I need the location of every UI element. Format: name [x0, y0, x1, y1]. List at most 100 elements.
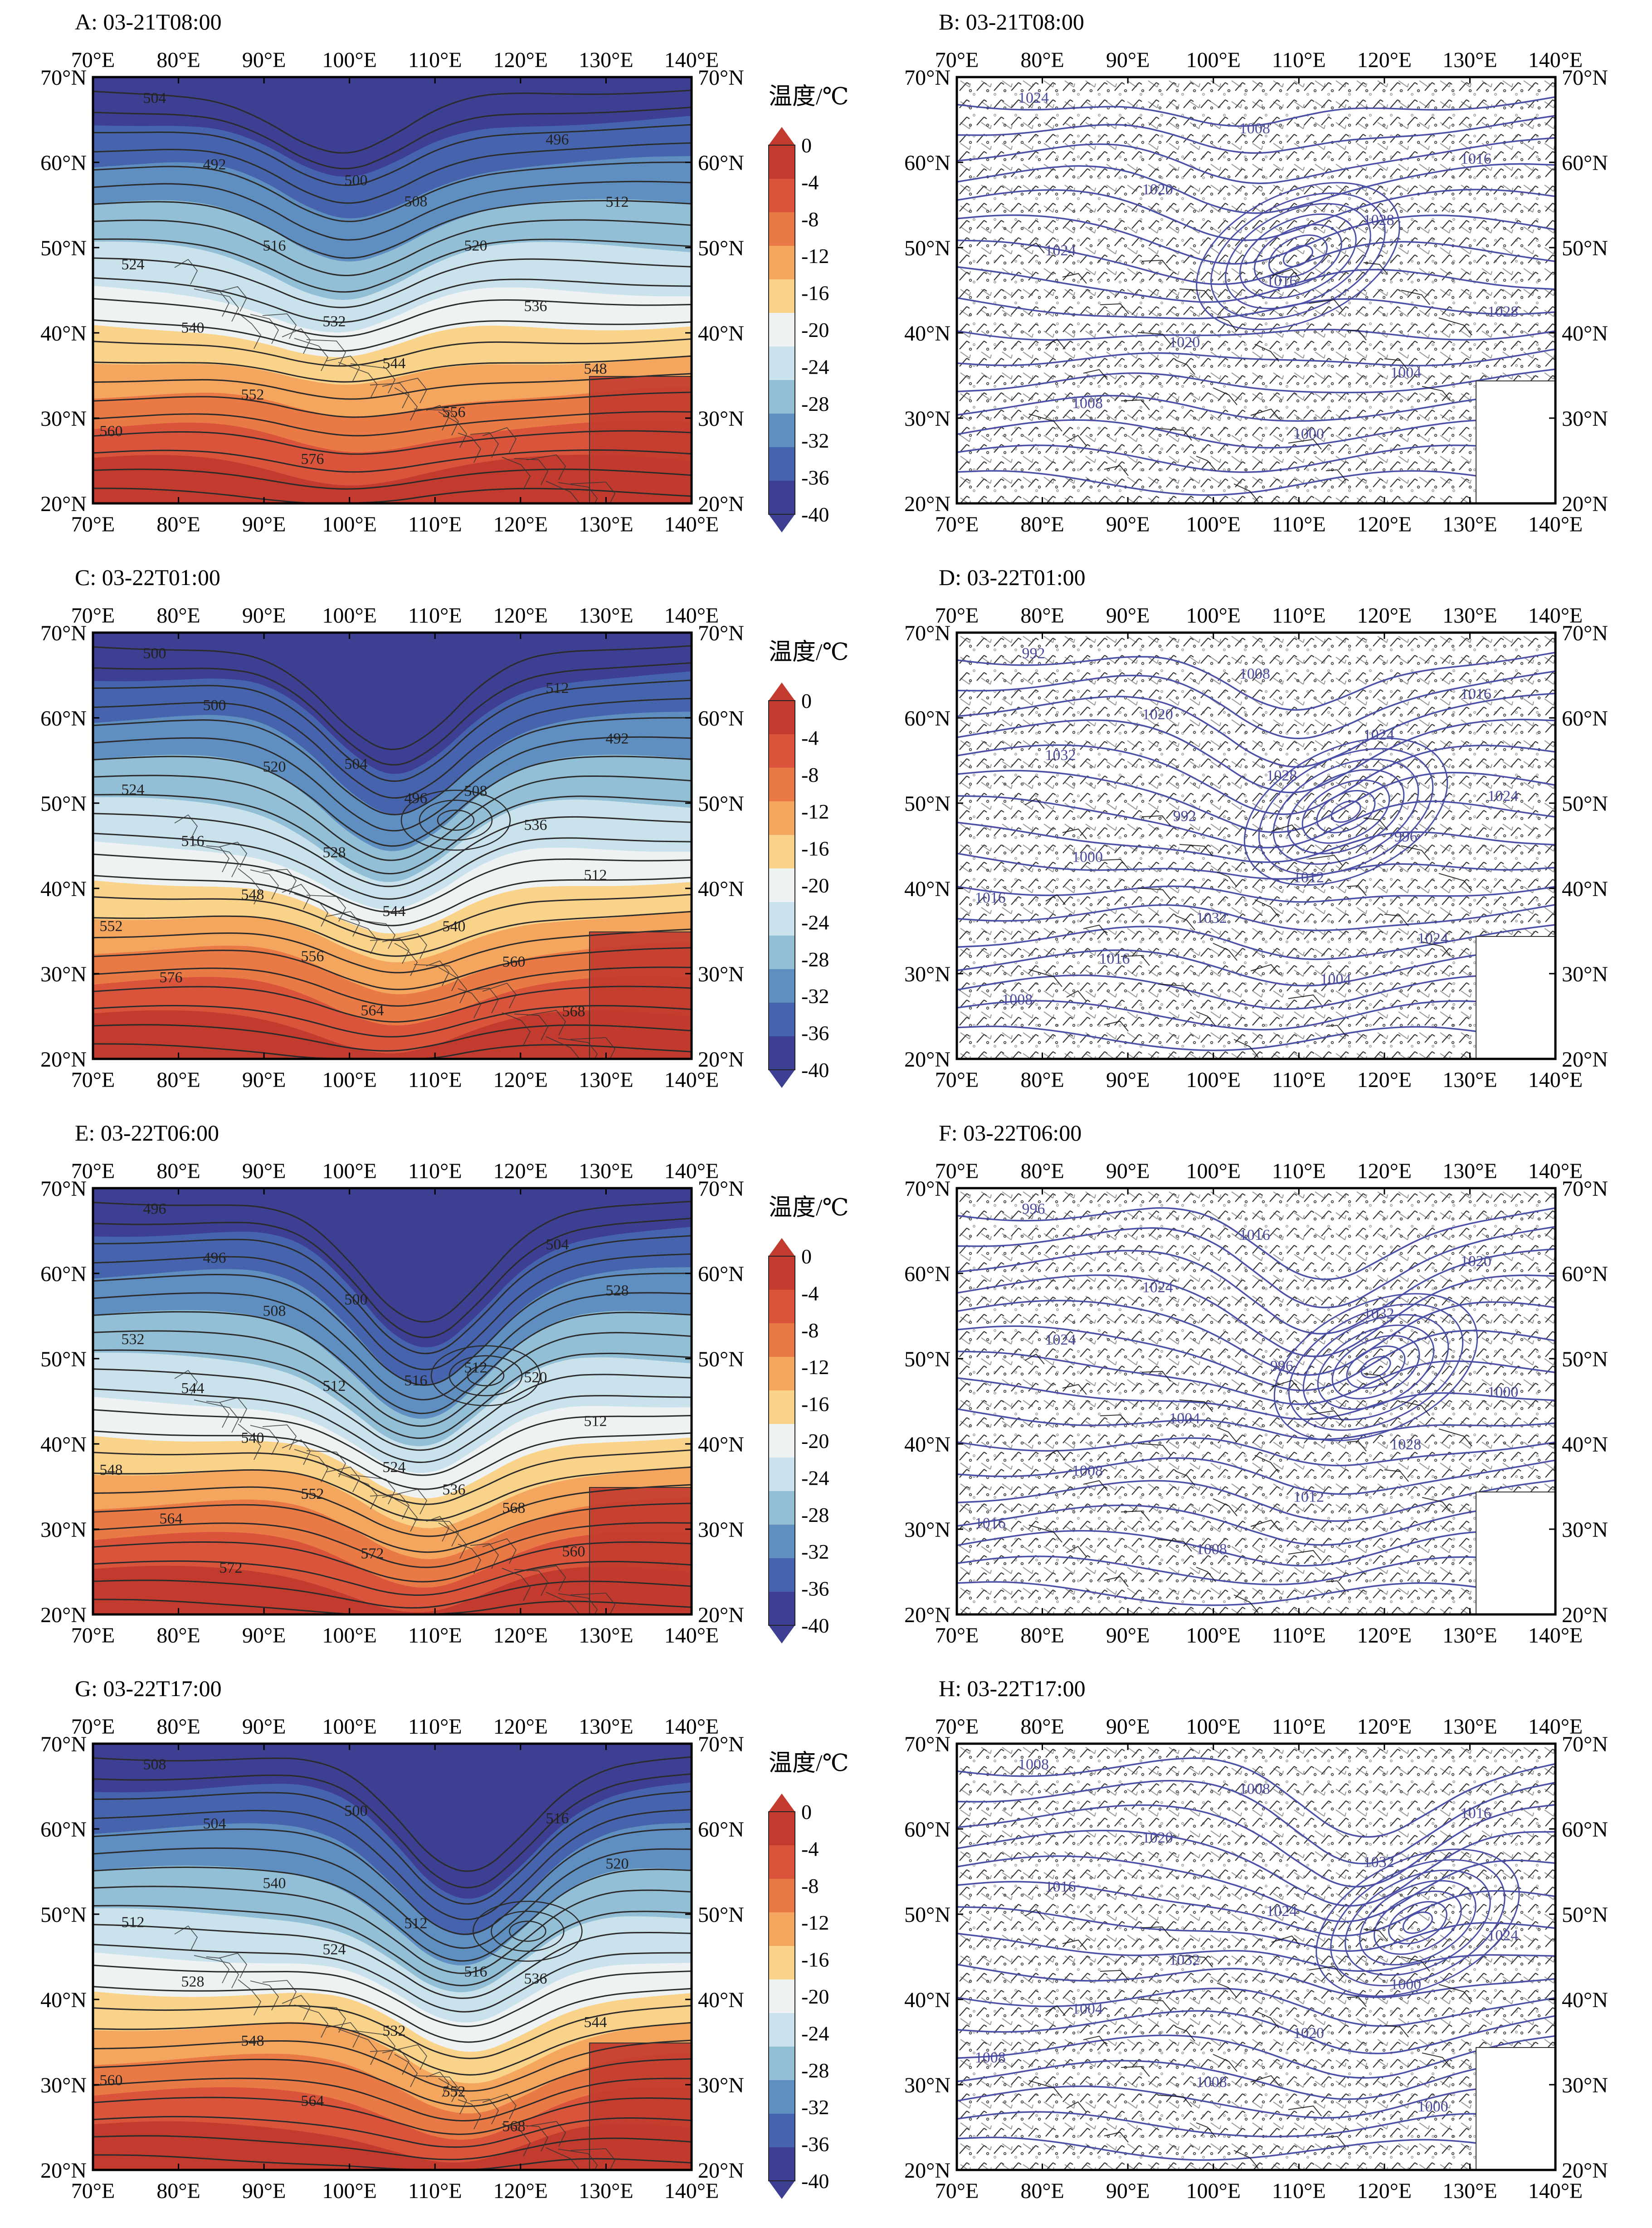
- cutoff-low-contour: [430, 1345, 541, 1406]
- lon-label-bottom: 120°E: [1357, 512, 1412, 536]
- contour-label-text: 496: [143, 1200, 166, 1217]
- isobar: [957, 1408, 1555, 1440]
- isobar-label: 1020: [1169, 334, 1200, 351]
- contour-label-text: 544: [181, 1380, 205, 1397]
- colorbar-label: -32: [801, 985, 829, 1008]
- contour-label: 540: [241, 1430, 264, 1447]
- height-contour: [93, 1311, 692, 1414]
- contour-label-text: 552: [301, 1486, 324, 1502]
- inset-frame: [589, 376, 692, 503]
- isobar-label: 1008: [1018, 1756, 1049, 1773]
- contour-label: 516: [404, 1372, 428, 1389]
- contour-label: 496: [404, 790, 428, 807]
- lat-label-left: 20°N: [40, 1048, 87, 1072]
- contour-label-text: 500: [143, 645, 166, 662]
- isobar-label: 1016: [975, 889, 1006, 906]
- colorbar-label: -4: [801, 1837, 819, 1860]
- height-contour: [93, 1580, 692, 1609]
- lat-label-left: 40°N: [904, 1433, 950, 1457]
- colorbar-segment: [769, 279, 795, 313]
- isobar-label: 1032: [1169, 1952, 1200, 1969]
- colorbar-segment: [769, 346, 795, 380]
- isobar: [957, 853, 1555, 880]
- lon-label-top: 90°E: [242, 48, 286, 72]
- contour-label-text: 516: [263, 237, 286, 254]
- colorbar-segment: [769, 2013, 795, 2047]
- lon-label-bottom: 80°E: [156, 1623, 200, 1648]
- colorbar-label: 0: [801, 1800, 812, 1823]
- lon-label-bottom: 140°E: [664, 2179, 719, 2203]
- map-area: 496 500 504 496 516 528 508 512 532 512 520 544 524 5…: [93, 1188, 692, 1614]
- map-area: 1008 1008 1016 1020 1032 1016 1024 1024 1032 1000…: [957, 1744, 1555, 2170]
- province-borders: [174, 1370, 616, 1614]
- isobar: [957, 1906, 1555, 1952]
- isobar: [957, 718, 1555, 794]
- warm-sea-area: [590, 932, 692, 1059]
- contour-label-text: 576: [301, 451, 324, 468]
- height-contour: [93, 833, 692, 900]
- lat-label-left: 40°N: [904, 877, 950, 901]
- lon-label-top: 70°E: [71, 1715, 115, 1739]
- height-contour: [93, 813, 692, 887]
- contour-label: 540: [263, 1875, 286, 1892]
- map-frame: [955, 76, 1557, 505]
- map-panel-C: C: 03-22T01:00 500 504 512 500 496 492 520 508 52…: [40, 565, 848, 1092]
- isobar: [957, 795, 1555, 848]
- height-contour: [93, 319, 692, 352]
- height-contour: [93, 257, 692, 308]
- temperature-colorbar: 温度/℃ 0 -4 -8 -12 -16 -20 -24 -28 -32 -36 -40: [768, 639, 849, 1088]
- height-contour: [93, 161, 692, 222]
- isobar: [957, 1530, 1555, 1567]
- lon-label-top: 110°E: [1272, 48, 1326, 72]
- lon-label-bottom: 80°E: [1020, 1068, 1064, 1092]
- lat-label-left: 20°N: [904, 1603, 950, 1627]
- contour-label-text: 512: [584, 1413, 607, 1429]
- contour-label: 548: [241, 886, 264, 903]
- height-contour: [93, 985, 692, 1023]
- lon-label-top: 130°E: [579, 1715, 634, 1739]
- colorbar-label: -28: [801, 1503, 829, 1526]
- height-contour: [93, 966, 692, 1007]
- contour-label: 512: [404, 1915, 428, 1932]
- pressure-center-isobar: [1287, 769, 1405, 854]
- height-contour: [93, 298, 692, 337]
- isobar: [957, 163, 1555, 214]
- pressure-center-isobar: [1331, 1335, 1420, 1399]
- lon-label-bottom: 120°E: [493, 1068, 548, 1092]
- height-contour: [93, 124, 692, 186]
- colorbar-title: 温度/℃: [769, 84, 849, 110]
- height-contour: [93, 662, 692, 766]
- map-panel-E: E: 03-22T06:00 496 500 504 496 516 528 508 512 53…: [40, 1120, 848, 1648]
- lon-label-top: 130°E: [1442, 1159, 1497, 1183]
- height-contour: [93, 1466, 692, 1521]
- contour-label: 504: [143, 90, 166, 107]
- isobar-label: 1032: [1364, 1305, 1394, 1322]
- height-contour: [93, 679, 692, 782]
- contour-label-text: 552: [100, 918, 123, 935]
- height-contour: [93, 1522, 692, 1568]
- lon-label-bottom: 110°E: [1272, 512, 1326, 536]
- isobar: [957, 1779, 1555, 1865]
- isobar-label: 1020: [1142, 1829, 1173, 1846]
- coastline-borders: [1024, 242, 1472, 502]
- height-contour: [93, 947, 692, 990]
- height-contour: [93, 373, 692, 400]
- lon-label-bottom: 120°E: [493, 1623, 548, 1648]
- isobar-label: 1008: [1239, 665, 1270, 682]
- isobar: [957, 1457, 1555, 1495]
- map-panel-F: F: 03-22T06:0099610161020102410321024996…: [904, 1120, 1608, 1648]
- height-contour: [93, 2058, 692, 2107]
- contour-label: 508: [464, 783, 487, 800]
- map-frame: [92, 1742, 693, 2171]
- pressure-center-isobar: [1402, 1911, 1433, 1934]
- isobar-label: 1032: [1045, 747, 1076, 764]
- lat-label-right: 70°N: [1562, 621, 1608, 645]
- lat-label-left: 50°N: [904, 236, 950, 260]
- pressure-center-isobar: [1330, 800, 1361, 823]
- lat-label-left: 70°N: [40, 1732, 87, 1756]
- lon-label-bottom: 80°E: [1020, 1623, 1064, 1648]
- lon-label-bottom: 90°E: [242, 2179, 286, 2203]
- lat-label-right: 50°N: [1562, 792, 1608, 816]
- panel-title: E: 03-22T06:00: [75, 1120, 219, 1146]
